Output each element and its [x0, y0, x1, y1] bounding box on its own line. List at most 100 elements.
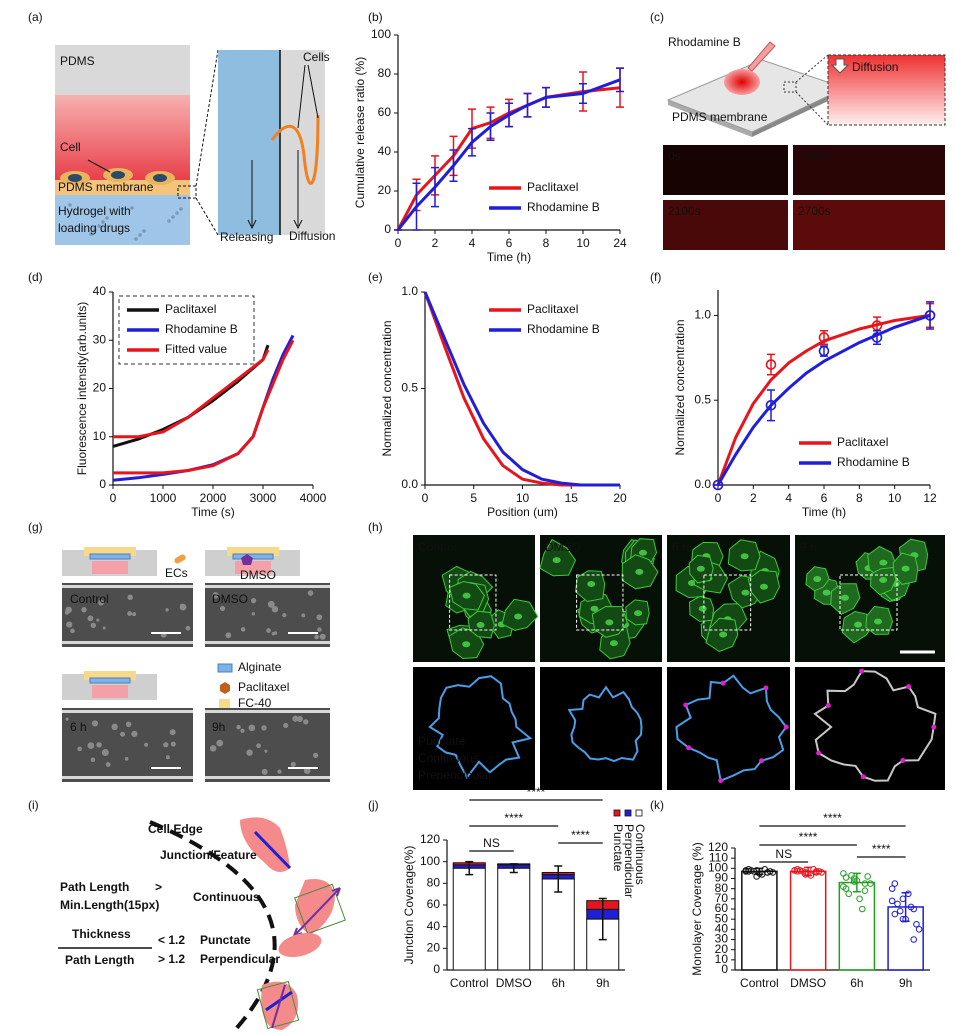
schematic-shape	[724, 69, 760, 95]
schematic-shape	[816, 750, 822, 756]
schematic-shape	[256, 980, 300, 1030]
schematic-shape	[163, 742, 169, 748]
label: Rhodamine B	[668, 35, 741, 49]
outline-image	[540, 667, 662, 790]
schematic-shape	[170, 741, 176, 747]
schematic-shape	[813, 576, 822, 583]
schematic-shape	[62, 641, 193, 644]
schematic-shape	[759, 758, 765, 764]
data-point	[840, 883, 847, 890]
data-point	[894, 900, 901, 908]
schematic-shape	[587, 581, 596, 588]
schematic-shape	[248, 724, 256, 732]
schematic-shape	[303, 719, 309, 725]
bar	[789, 870, 827, 971]
schematic-shape	[174, 554, 186, 564]
schematic-shape	[292, 715, 299, 722]
schematic-shape	[635, 568, 644, 575]
schematic-shape	[278, 932, 322, 958]
schematic-shape	[783, 81, 797, 93]
schematic-shape	[175, 211, 179, 215]
error-bar	[465, 860, 474, 876]
marker	[818, 345, 830, 357]
legend-label: Continuous	[633, 824, 647, 885]
legend-label: Paclitaxel	[837, 435, 888, 449]
y-tick-label: 70	[715, 891, 729, 905]
image-label: DMSO	[545, 540, 581, 554]
label: Hydrogel with	[58, 204, 131, 218]
error-bar	[468, 127, 476, 157]
x-tick-label: DMSO	[496, 976, 532, 990]
schematic-shape	[590, 605, 599, 612]
error-bar	[804, 866, 813, 877]
data-line	[113, 339, 295, 475]
x-tick-label: 6	[821, 491, 828, 505]
label: Punctate	[200, 933, 251, 947]
x-tick-label: 9h	[899, 976, 912, 990]
schematic-shape	[232, 553, 274, 560]
schematic-shape	[250, 598, 257, 604]
schematic-shape	[879, 576, 888, 583]
data-point	[842, 874, 850, 881]
error-bar	[579, 83, 587, 104]
label: >	[155, 880, 162, 894]
data-point	[891, 910, 899, 918]
panel-label: (j)	[368, 798, 379, 812]
significance-label: ****	[823, 811, 842, 825]
y-tick-label: 1.0	[694, 308, 711, 322]
legend-swatch	[635, 809, 643, 817]
legend-frame	[118, 295, 255, 365]
x-tick-label: 20	[613, 491, 627, 505]
outline-image	[795, 667, 945, 790]
schematic-shape	[62, 585, 193, 588]
schematic-shape	[87, 615, 94, 622]
schematic-shape	[130, 206, 134, 210]
significance-label: ****	[504, 811, 523, 825]
data-point	[861, 880, 869, 887]
schematic-shape	[138, 233, 142, 237]
image-label: 2700s	[798, 204, 831, 218]
legend-label: Continuous	[418, 751, 479, 765]
panel-label: (b)	[368, 10, 383, 24]
schematic-shape	[901, 565, 910, 572]
schematic-shape	[84, 547, 136, 556]
schematic-shape	[514, 613, 523, 620]
x-axis-label: Time (s)	[191, 505, 235, 519]
schematic-shape	[101, 749, 109, 756]
x-tick-label: 3000	[250, 491, 277, 505]
image-label: 9 h	[800, 540, 817, 554]
x-tick-label: DMSO	[790, 976, 826, 990]
x-tick-label: 0	[715, 491, 722, 505]
y-tick-label: 60	[427, 897, 441, 911]
schematic-shape	[98, 599, 105, 606]
schematic-shape	[283, 722, 289, 729]
schematic-shape	[153, 174, 167, 182]
label: DMSO	[240, 568, 276, 582]
data-point	[864, 873, 871, 880]
legend-swatch	[624, 809, 632, 817]
label: ECs	[165, 566, 188, 580]
schematic-shape	[718, 778, 724, 784]
x-tick-label: 2000	[200, 491, 227, 505]
x-tick-label: 15	[565, 491, 579, 505]
schematic-shape	[101, 220, 105, 224]
x-tick-label: 4	[785, 491, 792, 505]
schematic-shape	[449, 574, 497, 631]
significance-label: ****	[527, 785, 546, 799]
schematic-shape	[686, 745, 692, 751]
data-point	[915, 926, 923, 933]
error-bar	[412, 182, 421, 231]
schematic-shape	[92, 685, 128, 698]
data-point	[867, 880, 874, 887]
error-bar	[449, 149, 458, 182]
schematic-shape	[111, 723, 118, 731]
data-point	[896, 907, 904, 915]
schematic-shape	[92, 561, 128, 574]
panel-label: (h)	[368, 520, 383, 534]
y-tick-label: 1.0	[401, 284, 418, 298]
schematic-shape	[127, 594, 133, 600]
schematic-shape	[55, 45, 190, 95]
marker	[765, 359, 777, 370]
schematic-shape	[747, 41, 776, 72]
